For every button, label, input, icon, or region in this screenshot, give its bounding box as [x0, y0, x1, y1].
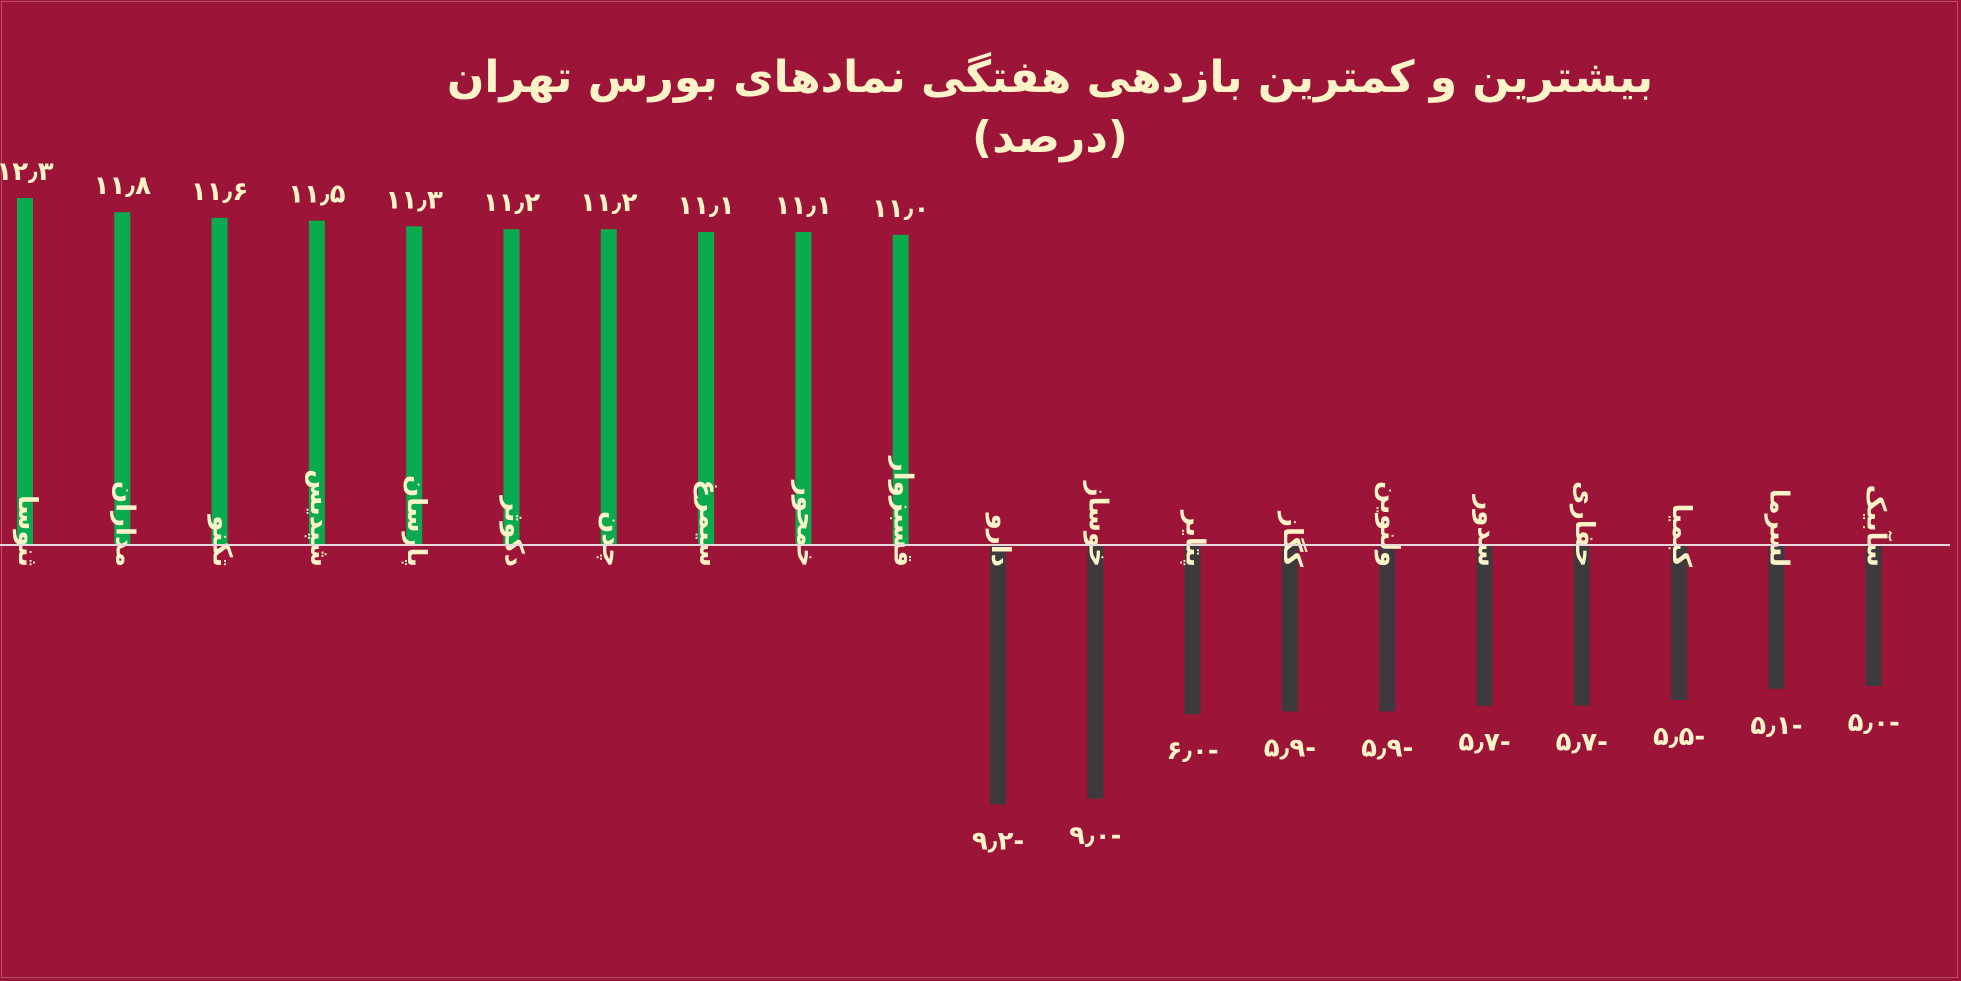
bar-17 — [1573, 545, 1590, 706]
bar-3 — [211, 217, 228, 545]
bar-16 — [1476, 545, 1493, 706]
bar-5 — [406, 226, 423, 546]
category-label-10: قسبزوار — [888, 455, 918, 567]
category-label-5: پارسان — [401, 475, 431, 567]
value-label-7: ۱۱٫۲ — [580, 188, 637, 218]
category-label-15: ولنوین — [1374, 481, 1404, 567]
category-label-19: لسرما — [1763, 489, 1793, 567]
bar-15 — [1379, 545, 1396, 712]
value-label-3: ۱۱٫۶ — [191, 177, 248, 207]
bar-11 — [990, 545, 1006, 805]
category-label-9: خمحور — [790, 479, 820, 567]
category-label-20: سآبیک — [1861, 485, 1893, 567]
bar-1 — [17, 198, 33, 545]
category-label-6: دکوثر — [499, 494, 529, 567]
bar-14 — [1281, 545, 1298, 712]
value-label-10: ۱۱٫۰ — [872, 194, 929, 224]
bar-4 — [308, 220, 325, 545]
value-label-4: ۱۱٫۵ — [288, 180, 345, 210]
value-label-16: -۵٫۷ — [1458, 728, 1510, 758]
value-label-12: -۹٫۰ — [1069, 821, 1121, 851]
bar-20 — [1865, 545, 1882, 686]
bar-6 — [503, 229, 520, 545]
value-label-11: -۹٫۲ — [972, 826, 1024, 856]
category-label-4: شپدیس — [304, 469, 334, 567]
bar-19 — [1768, 545, 1785, 689]
value-label-6: ۱۱٫۲ — [483, 188, 540, 218]
bar-7 — [600, 229, 617, 545]
value-label-9: ۱۱٫۱ — [775, 191, 832, 221]
category-label-17: حفاری — [1569, 481, 1599, 567]
value-label-8: ۱۱٫۱ — [677, 191, 734, 221]
bar-9 — [795, 232, 812, 545]
value-label-5: ۱۱٫۳ — [386, 185, 443, 215]
category-label-16: سدور — [1472, 493, 1502, 567]
bar-13 — [1184, 545, 1201, 715]
category-label-18: کیمیا — [1666, 503, 1696, 567]
chart-title: بیشترین و کمترین بازدهی هفتگی نمادهای بو… — [446, 52, 1654, 163]
bar-8 — [698, 232, 715, 545]
bar-2 — [114, 212, 131, 545]
category-label-11: دارو — [985, 512, 1015, 567]
value-label-19: -۵٫۱ — [1750, 711, 1802, 741]
value-label-17: -۵٫۷ — [1556, 728, 1608, 758]
value-label-14: -۵٫۹ — [1264, 733, 1316, 763]
category-label-13: پتایر — [1180, 509, 1210, 567]
bar-12 — [1087, 545, 1104, 799]
category-label-12: خوساز — [1082, 480, 1112, 567]
category-label-2: مداران — [109, 481, 139, 567]
category-label-8: سیمرغ — [693, 479, 723, 567]
bar-10 — [892, 234, 909, 546]
bar-18 — [1671, 545, 1688, 701]
value-label-20: -۵٫۰ — [1848, 708, 1900, 738]
category-label-14: کگاز — [1277, 510, 1308, 568]
category-label-3: تکنو — [207, 513, 237, 567]
category-label-1: ثنوسا — [12, 495, 42, 567]
category-label-7: چدن — [596, 511, 626, 567]
value-label-13: -۶٫۰ — [1166, 736, 1218, 766]
value-label-2: ۱۱٫۸ — [94, 171, 151, 201]
value-label-15: -۵٫۹ — [1361, 733, 1413, 763]
value-label-18: -۵٫۵ — [1653, 722, 1705, 752]
value-label-1: ۱۲٫۳ — [0, 157, 54, 187]
